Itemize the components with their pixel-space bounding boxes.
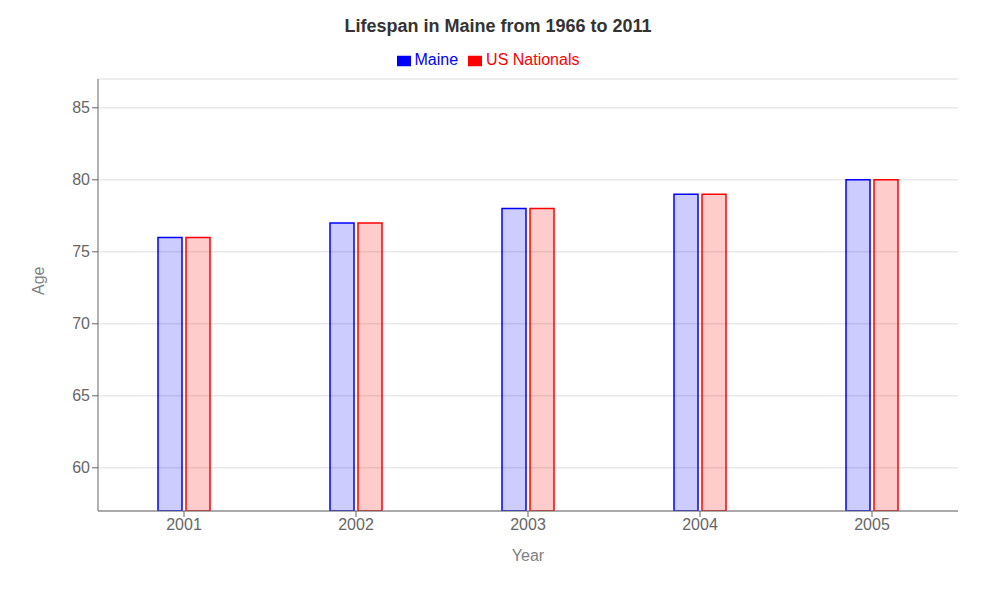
svg-text:2003: 2003 (510, 516, 546, 533)
svg-text:2001: 2001 (166, 516, 202, 533)
svg-text:60: 60 (72, 459, 90, 476)
svg-text:70: 70 (72, 315, 90, 332)
svg-text:2004: 2004 (682, 516, 718, 533)
svg-text:75: 75 (72, 243, 90, 260)
html-text:US Nationals: US Nationals (486, 51, 580, 68)
svg-text:80: 80 (72, 171, 90, 188)
svg-text:85: 85 (72, 99, 90, 116)
svg-text:Year: Year (512, 547, 545, 564)
svg-text:2005: 2005 (854, 516, 890, 533)
html-text:Maine: Maine (414, 51, 459, 68)
svg-text:Age: Age (30, 266, 47, 295)
html-text:Lifespan in Maine from 1966 to: Lifespan in Maine from 1966 to 2011 (344, 16, 652, 36)
svg-text:2002: 2002 (338, 516, 374, 533)
svg-text:65: 65 (72, 387, 90, 404)
